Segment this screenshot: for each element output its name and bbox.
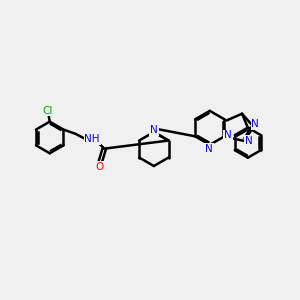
Text: N: N [251,119,259,130]
Text: N: N [150,125,158,135]
Text: N: N [205,144,213,154]
Text: Cl: Cl [43,106,53,116]
Text: O: O [95,162,103,172]
Text: N: N [224,130,232,140]
Text: NH: NH [84,134,100,144]
Text: N: N [245,136,252,146]
